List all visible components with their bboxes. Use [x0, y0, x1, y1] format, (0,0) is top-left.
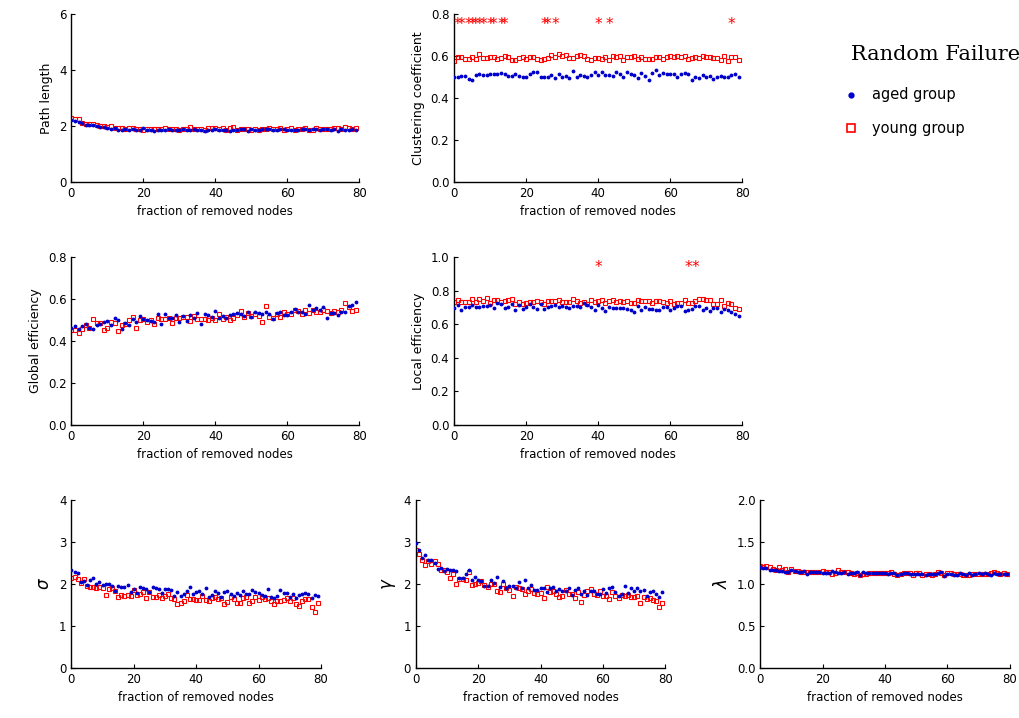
Text: *: *	[543, 17, 551, 32]
Y-axis label: Path length: Path length	[41, 62, 53, 134]
Y-axis label: Global efficiency: Global efficiency	[30, 289, 43, 393]
X-axis label: fraction of removed nodes: fraction of removed nodes	[520, 448, 676, 461]
Text: *: *	[500, 17, 507, 32]
X-axis label: fraction of removed nodes: fraction of removed nodes	[520, 205, 676, 218]
Y-axis label: Clustering coefficient: Clustering coefficient	[412, 32, 425, 165]
Text: *: *	[496, 17, 504, 32]
Text: *: *	[472, 17, 479, 32]
Y-axis label: $\gamma$: $\gamma$	[379, 578, 397, 590]
Text: *: *	[727, 17, 735, 32]
Text: *: *	[691, 260, 698, 275]
Text: *: *	[458, 17, 465, 32]
Text: aged group: aged group	[870, 88, 954, 102]
Text: *: *	[684, 260, 691, 275]
Y-axis label: Local efficiency: Local efficiency	[412, 292, 425, 390]
X-axis label: fraction of removed nodes: fraction of removed nodes	[806, 691, 962, 704]
Y-axis label: $\lambda$: $\lambda$	[712, 579, 731, 589]
Text: *: *	[594, 260, 601, 275]
Text: *: *	[475, 17, 483, 32]
Text: *: *	[465, 17, 472, 32]
X-axis label: fraction of removed nodes: fraction of removed nodes	[138, 448, 293, 461]
X-axis label: fraction of removed nodes: fraction of removed nodes	[138, 205, 293, 218]
Text: young group: young group	[870, 121, 963, 136]
Y-axis label: $\sigma$: $\sigma$	[36, 577, 53, 590]
Text: *: *	[489, 17, 497, 32]
Text: *: *	[604, 17, 612, 32]
Text: *: *	[550, 17, 558, 32]
Text: *: *	[479, 17, 486, 32]
X-axis label: fraction of removed nodes: fraction of removed nodes	[118, 691, 274, 704]
Text: Random Failure: Random Failure	[850, 45, 1019, 63]
Text: *: *	[540, 17, 547, 32]
Text: *: *	[453, 17, 462, 32]
Text: *: *	[468, 17, 476, 32]
Text: *: *	[486, 17, 493, 32]
X-axis label: fraction of removed nodes: fraction of removed nodes	[463, 691, 618, 704]
Text: *: *	[594, 17, 601, 32]
